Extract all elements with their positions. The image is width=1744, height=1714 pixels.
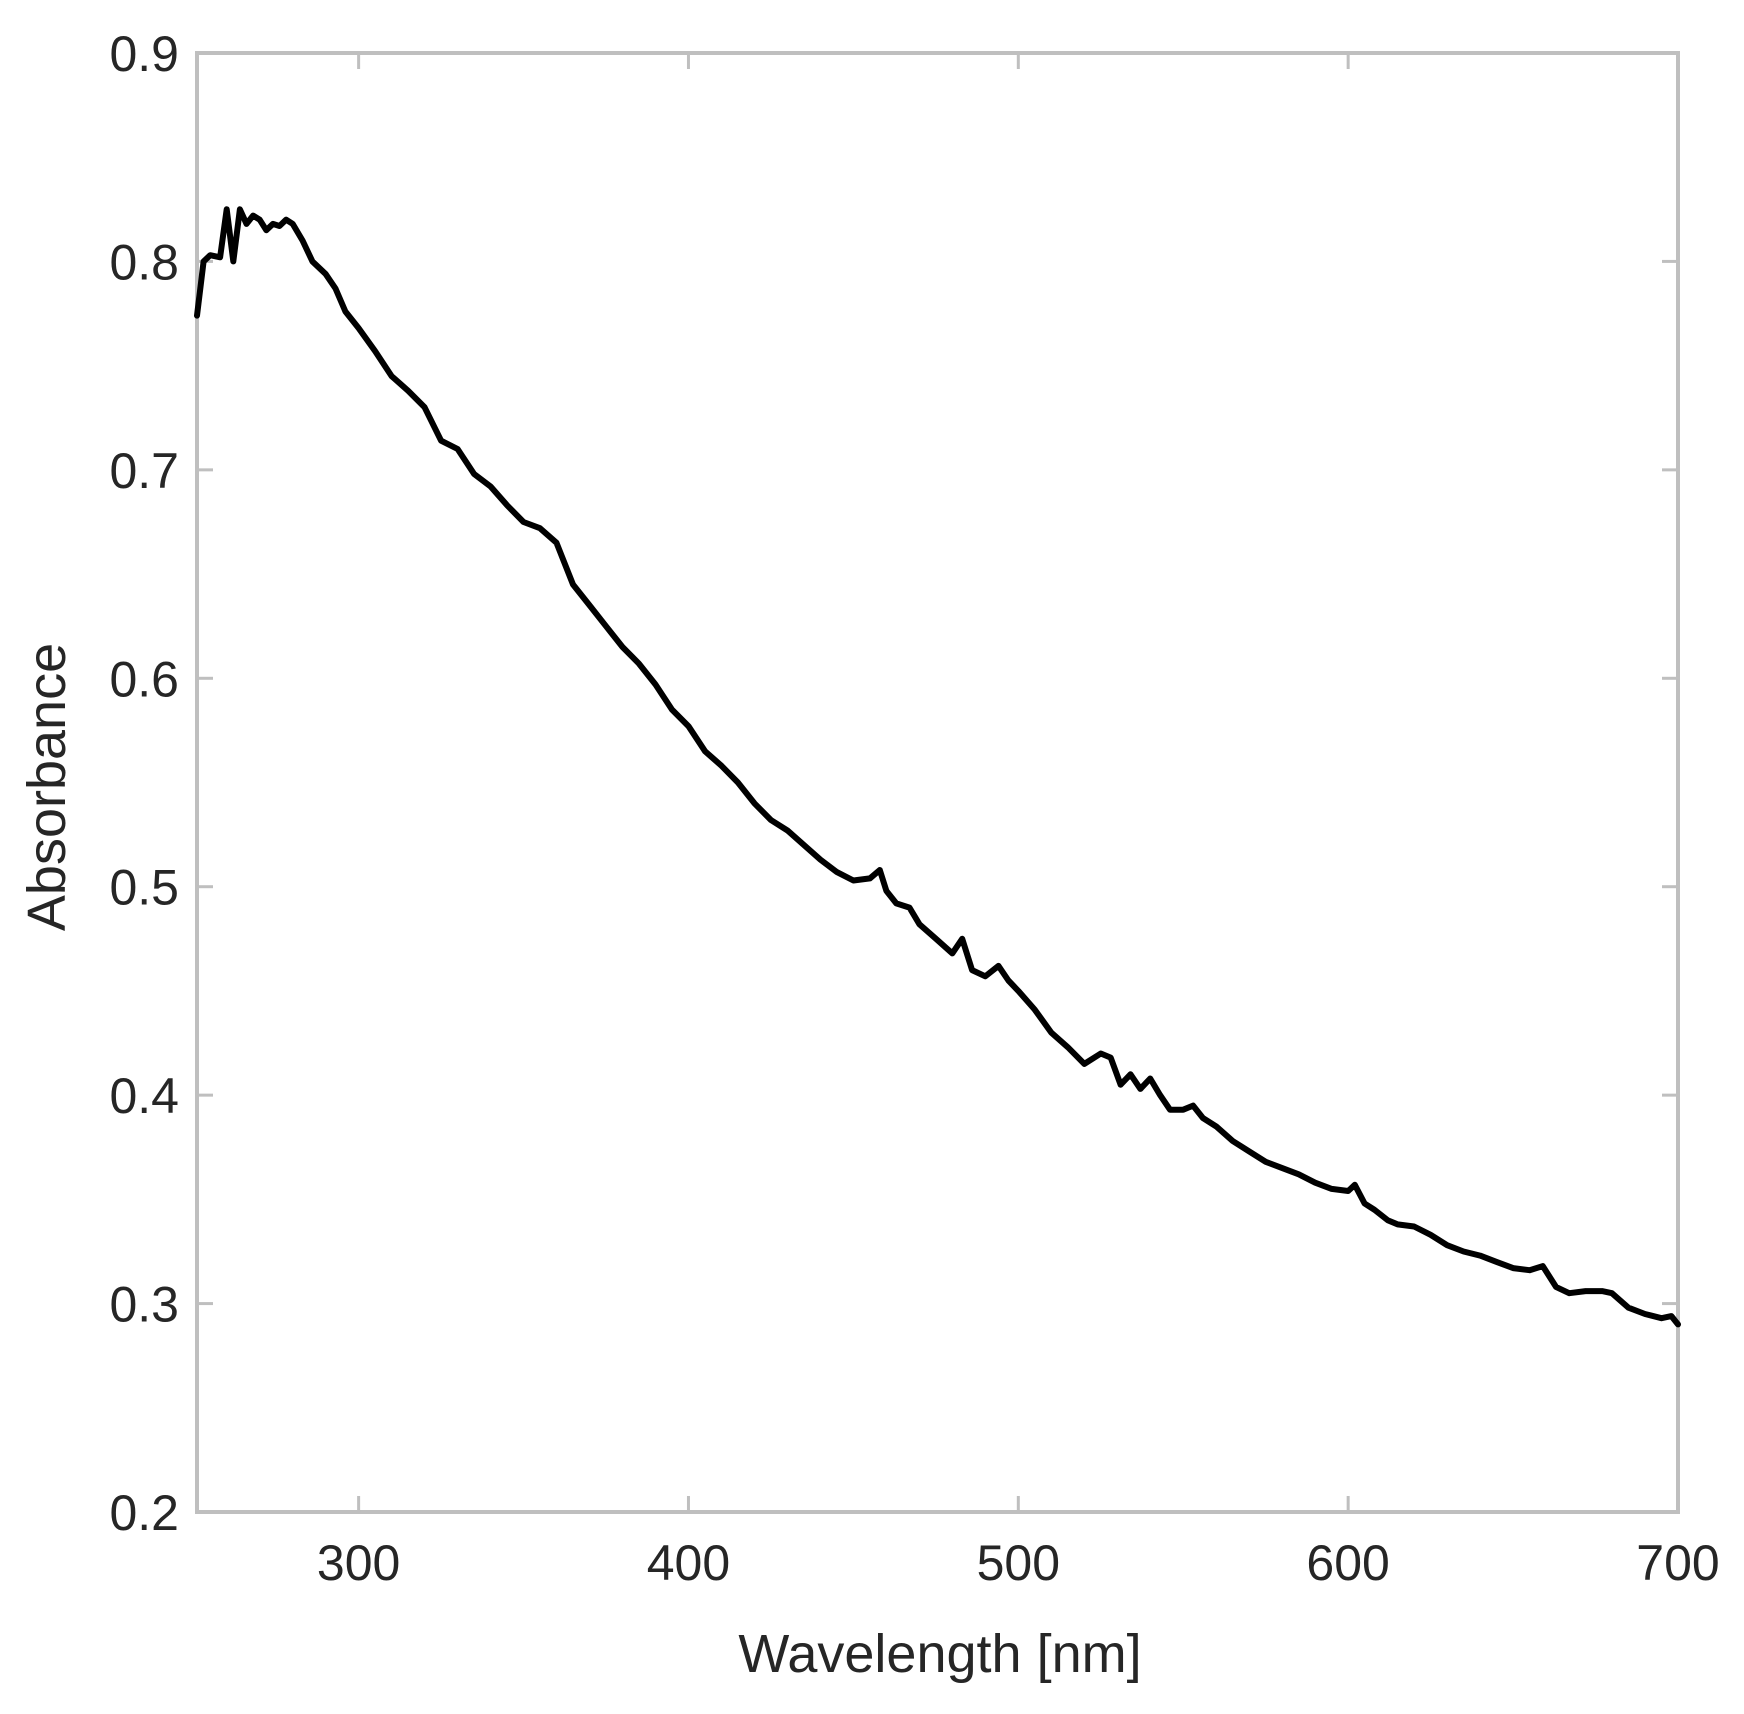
axes: 300 400 500 600 700 0.2 0.3 0.4 0.5 0.6 0.7 0.8 0.9 (109, 26, 1719, 1591)
y-tick-label: 0.3 (109, 1277, 179, 1333)
series-layer (194, 206, 1681, 1328)
absorbance-series-line (194, 206, 1681, 1328)
x-tick-label: 600 (1306, 1535, 1389, 1591)
y-tick-label: 0.9 (109, 26, 179, 82)
x-tick-label: 700 (1636, 1535, 1719, 1591)
y-tick-label: 0.6 (109, 651, 179, 707)
y-axis-label: Absorbance (17, 643, 77, 931)
y-tick-label: 0.8 (109, 234, 179, 290)
x-tick-label: 300 (317, 1535, 400, 1591)
y-tick-label: 0.4 (109, 1068, 179, 1124)
axes-box (195, 51, 1680, 1514)
y-tick-label: 0.5 (109, 860, 179, 916)
labels: Wavelength [nm] Absorbance (17, 643, 1142, 1684)
x-axis-label: Wavelength [nm] (738, 1624, 1141, 1684)
y-tick-label: 0.7 (109, 443, 179, 499)
y-tick-label: 0.2 (109, 1485, 179, 1541)
x-tick-label: 500 (977, 1535, 1060, 1591)
x-tick-label: 400 (647, 1535, 730, 1591)
